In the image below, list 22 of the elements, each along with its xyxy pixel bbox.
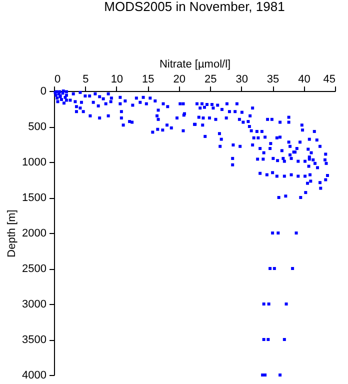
y-tick-label: 3000 bbox=[22, 298, 46, 310]
chart-title: MODS2005 in November, 1981 bbox=[104, 0, 285, 14]
y-tick-label: 3500 bbox=[22, 334, 46, 346]
x-tick-label: 5 bbox=[82, 74, 89, 86]
x-tick-label: 10 bbox=[110, 74, 124, 86]
y-tick-label: 0 bbox=[40, 86, 46, 98]
y-tick-label: 1500 bbox=[22, 192, 46, 204]
y-tick-label: 2500 bbox=[22, 263, 46, 275]
y-tick-label: 1000 bbox=[22, 156, 46, 168]
x-tick-label: 30 bbox=[236, 74, 248, 86]
x-tick-label: 25 bbox=[204, 74, 217, 86]
x-tick-label: 35 bbox=[266, 74, 280, 86]
x-tick-label: 45 bbox=[323, 74, 336, 86]
x-tick-label: 20 bbox=[173, 74, 186, 86]
y-tick-label: 2000 bbox=[22, 228, 46, 240]
y-axis-title: Depth [m] bbox=[6, 210, 18, 258]
x-tick-label: 40 bbox=[298, 74, 310, 86]
y-tick-label: 500 bbox=[28, 121, 46, 133]
y-tick-label: 4000 bbox=[22, 370, 46, 382]
x-axis-title: Nitrate [µmol/l] bbox=[159, 58, 231, 70]
x-tick-label: 0 bbox=[54, 74, 61, 86]
x-tick-label: 15 bbox=[142, 74, 154, 86]
